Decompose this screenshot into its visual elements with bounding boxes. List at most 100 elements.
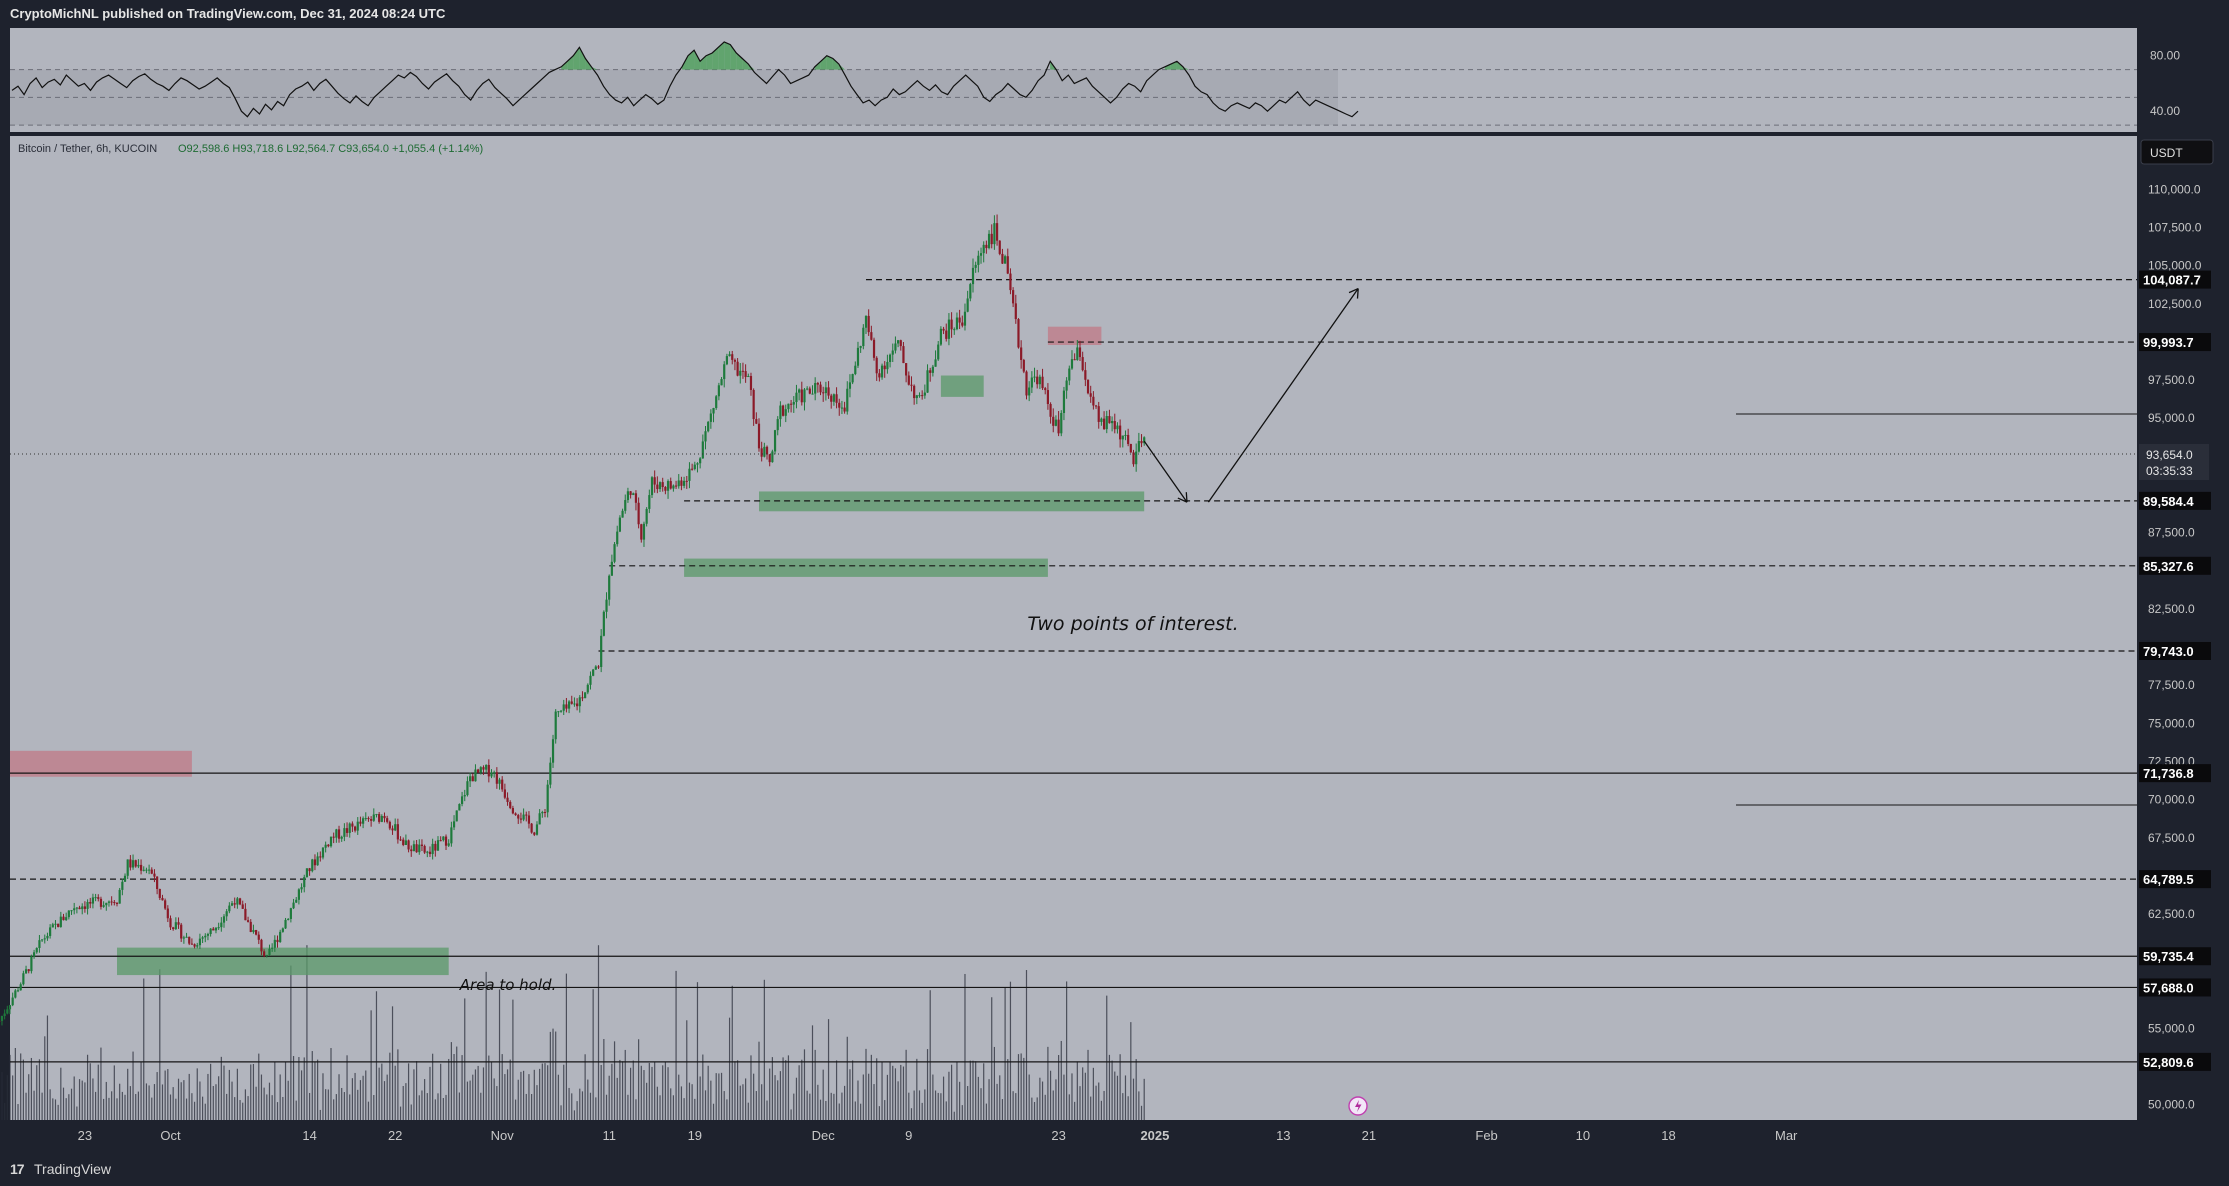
volume-bar xyxy=(854,1101,856,1120)
volume-bar xyxy=(809,1093,811,1120)
candle-body xyxy=(824,387,827,394)
volume-bar xyxy=(533,1069,535,1120)
rsi-overbought-fill xyxy=(1170,61,1177,70)
candle-body xyxy=(388,821,391,829)
tradingview-brand[interactable]: TradingView xyxy=(34,1161,112,1177)
time-tick-label: 11 xyxy=(602,1128,616,1143)
volume-bar xyxy=(108,1097,110,1120)
volume-bar xyxy=(948,1071,950,1120)
volume-bar xyxy=(210,1063,212,1120)
volume-bar xyxy=(512,999,514,1120)
volume-bar xyxy=(231,1081,233,1120)
volume-bar xyxy=(300,1070,303,1120)
currency-badge[interactable] xyxy=(2140,139,2214,165)
candle-body xyxy=(768,454,771,463)
candle-body xyxy=(565,704,568,709)
candle-body xyxy=(704,431,707,442)
candle-body xyxy=(1111,420,1114,424)
candle-body xyxy=(255,929,258,935)
volume-bar xyxy=(868,1073,870,1120)
volume-bar xyxy=(1015,1093,1017,1120)
level-tag-label: 71,736.8 xyxy=(2143,766,2194,781)
candle-body xyxy=(174,922,177,930)
volume-bar xyxy=(306,945,308,1120)
candle-body xyxy=(319,856,322,858)
time-tick-label: Mar xyxy=(1775,1128,1798,1143)
volume-bar xyxy=(680,1086,683,1120)
volume-bar xyxy=(49,1089,51,1120)
candle-body xyxy=(1076,347,1079,360)
candle-body xyxy=(586,684,589,693)
volume-bar xyxy=(603,1039,605,1120)
rsi-axis: 80.00 40.00 xyxy=(2150,49,2180,118)
candle-body xyxy=(715,396,718,409)
volume-bar xyxy=(763,979,765,1120)
rsi-overbought-fill xyxy=(706,52,713,70)
candle-body xyxy=(1012,290,1015,304)
volume-bar xyxy=(918,1090,921,1120)
price-tick-label: 77,500.0 xyxy=(2148,678,2195,692)
volume-bar xyxy=(322,1073,324,1120)
volume-bar xyxy=(707,1065,709,1120)
volume-bar xyxy=(57,1104,59,1120)
candle-body xyxy=(757,423,761,449)
candle-body xyxy=(49,927,52,936)
volume-bar xyxy=(95,1091,97,1120)
level-tag-bg xyxy=(2139,270,2211,289)
candle-body xyxy=(474,769,477,782)
candle-body xyxy=(126,859,129,876)
candle-body xyxy=(562,704,565,711)
candle-body xyxy=(324,844,327,848)
candle-body xyxy=(236,898,239,905)
candle-body xyxy=(683,480,686,486)
support-zone xyxy=(759,491,1145,512)
candle-body xyxy=(1116,425,1119,430)
candle-body xyxy=(257,934,260,940)
volume-bar xyxy=(1004,987,1006,1120)
volume-bar xyxy=(389,1052,391,1120)
candle-body xyxy=(517,815,520,819)
candle-body xyxy=(198,938,202,946)
volume-bar xyxy=(271,1095,273,1120)
candle-body xyxy=(926,370,929,393)
candle-body xyxy=(316,856,319,866)
volume-bar xyxy=(972,1060,974,1120)
candle-body xyxy=(1057,419,1060,434)
chart-canvas[interactable]: 80.00 40.00 Two points of interest. Area … xyxy=(0,26,2229,1152)
volume-bar xyxy=(1116,1075,1119,1120)
candle-body xyxy=(864,315,868,328)
volume-bar xyxy=(20,1053,22,1120)
candle-body xyxy=(592,669,595,676)
candle-body xyxy=(843,407,846,412)
volume-bar xyxy=(924,1089,926,1120)
volume-bar xyxy=(426,1093,428,1120)
candle-body xyxy=(442,836,445,841)
volume-bar xyxy=(282,1096,284,1120)
volume-bar xyxy=(244,1089,246,1120)
volume-bar xyxy=(1119,1054,1121,1120)
volume-bar xyxy=(474,1069,477,1120)
candle-body xyxy=(118,889,121,904)
volume-bar xyxy=(643,1070,645,1120)
price-tick-label: 82,500.0 xyxy=(2148,602,2195,616)
candle-body xyxy=(24,969,28,974)
candle-body xyxy=(1124,434,1127,436)
volume-bar xyxy=(651,1066,653,1120)
candle-body xyxy=(840,407,844,409)
candle-body xyxy=(666,481,670,491)
volume-bar xyxy=(124,1094,126,1120)
volume-bar xyxy=(1058,1055,1060,1120)
volume-bar xyxy=(926,1049,929,1120)
volume-bar xyxy=(964,973,966,1120)
tradingview-logo-icon[interactable]: 17 xyxy=(10,1161,25,1177)
volume-bar xyxy=(252,1064,255,1120)
volume-bar xyxy=(664,1061,666,1120)
volume-bar xyxy=(314,1061,316,1120)
candle-body xyxy=(977,255,980,265)
candle-body xyxy=(1100,418,1103,422)
volume-bar xyxy=(728,1017,731,1120)
volume-bar xyxy=(523,1070,525,1120)
volume-bar xyxy=(699,1076,701,1120)
volume-bar xyxy=(621,1061,624,1120)
volume-bar xyxy=(857,1080,859,1120)
